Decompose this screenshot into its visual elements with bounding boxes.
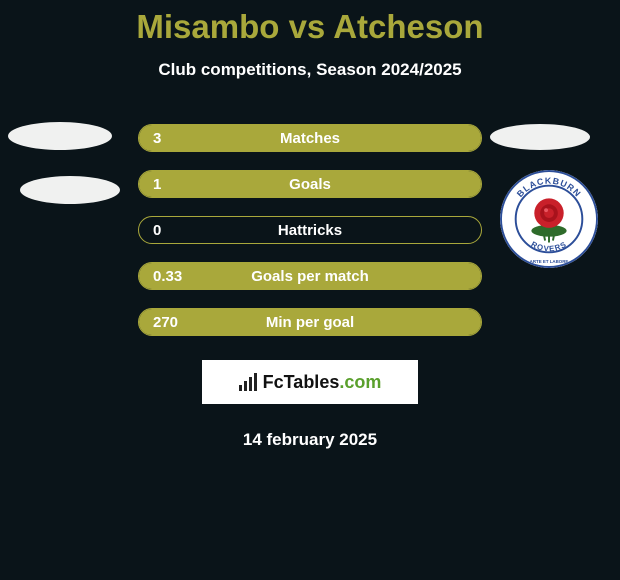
stat-row: 0.33 Goals per match (138, 262, 482, 290)
stat-row: 270 Min per goal (138, 308, 482, 336)
logo-text-main: FcTables (263, 372, 340, 392)
stat-value: 1 (153, 176, 161, 193)
stat-row: 0 Hattricks (138, 216, 482, 244)
stat-label: Goals (289, 176, 331, 193)
stat-label: Min per goal (266, 314, 354, 331)
player-avatar-right (490, 124, 590, 150)
crest-motto: ARTE ET LABORE (530, 259, 569, 264)
logo-text: FcTables.com (263, 372, 382, 393)
fctables-logo: FcTables.com (202, 360, 418, 404)
stat-row: 3 Matches (138, 124, 482, 152)
club-crest-right: BLACKBURN ROVERS ARTE ET LABORE (500, 170, 598, 268)
comparison-subtitle: Club competitions, Season 2024/2025 (0, 60, 620, 80)
logo-bars-icon (239, 373, 257, 391)
stat-label: Matches (280, 130, 340, 147)
stat-value: 0 (153, 222, 161, 239)
footer-date: 14 february 2025 (0, 430, 620, 450)
stat-value: 0.33 (153, 268, 182, 285)
logo-text-suffix: .com (339, 372, 381, 392)
stat-value: 3 (153, 130, 161, 147)
comparison-title: Misambo vs Atcheson (0, 0, 620, 46)
club-badge-left (20, 176, 120, 204)
stat-value: 270 (153, 314, 178, 331)
stat-row: 1 Goals (138, 170, 482, 198)
stat-label: Goals per match (251, 268, 369, 285)
stat-label: Hattricks (278, 222, 342, 239)
player-avatar-left (8, 122, 112, 150)
